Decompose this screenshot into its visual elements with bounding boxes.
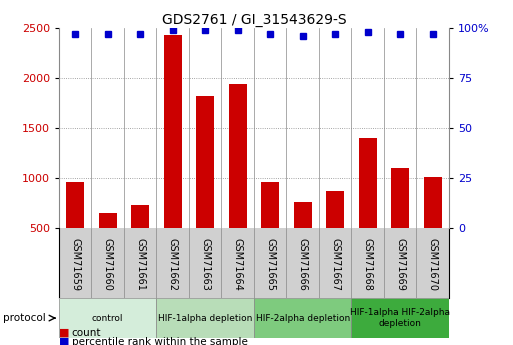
Bar bbox=[391, 168, 409, 228]
Text: ■: ■ bbox=[59, 328, 69, 338]
Bar bbox=[196, 96, 214, 228]
Text: HIF-1alpha depletion: HIF-1alpha depletion bbox=[158, 314, 252, 323]
Bar bbox=[131, 205, 149, 228]
Bar bbox=[229, 84, 247, 228]
Bar bbox=[66, 182, 84, 228]
Text: GSM71669: GSM71669 bbox=[395, 238, 405, 291]
Text: GSM71666: GSM71666 bbox=[298, 238, 308, 291]
Text: GSM71661: GSM71661 bbox=[135, 238, 145, 291]
Title: GDS2761 / GI_31543629-S: GDS2761 / GI_31543629-S bbox=[162, 12, 346, 27]
Text: GSM71665: GSM71665 bbox=[265, 238, 275, 292]
Bar bbox=[99, 213, 116, 228]
Text: GSM71663: GSM71663 bbox=[200, 238, 210, 291]
Bar bbox=[156, 298, 254, 338]
Bar bbox=[59, 298, 156, 338]
Text: GSM71670: GSM71670 bbox=[428, 238, 438, 292]
Bar bbox=[294, 202, 311, 228]
Text: ■: ■ bbox=[59, 337, 69, 345]
Text: GSM71664: GSM71664 bbox=[233, 238, 243, 291]
Text: GSM71668: GSM71668 bbox=[363, 238, 372, 291]
Bar bbox=[359, 138, 377, 228]
Bar bbox=[424, 177, 442, 228]
Text: protocol: protocol bbox=[3, 313, 45, 323]
Bar bbox=[164, 34, 182, 228]
Text: count: count bbox=[72, 328, 102, 338]
Bar bbox=[351, 298, 449, 338]
Bar bbox=[254, 298, 351, 338]
Text: GSM71660: GSM71660 bbox=[103, 238, 113, 291]
Text: GSM71659: GSM71659 bbox=[70, 238, 80, 292]
Text: control: control bbox=[92, 314, 124, 323]
Bar bbox=[326, 191, 344, 228]
Text: GSM71667: GSM71667 bbox=[330, 238, 340, 292]
Text: GSM71662: GSM71662 bbox=[168, 238, 177, 292]
Text: percentile rank within the sample: percentile rank within the sample bbox=[72, 337, 248, 345]
Bar bbox=[261, 182, 279, 228]
Text: HIF-1alpha HIF-2alpha
depletion: HIF-1alpha HIF-2alpha depletion bbox=[350, 308, 450, 328]
Text: HIF-2alpha depletion: HIF-2alpha depletion bbox=[255, 314, 350, 323]
